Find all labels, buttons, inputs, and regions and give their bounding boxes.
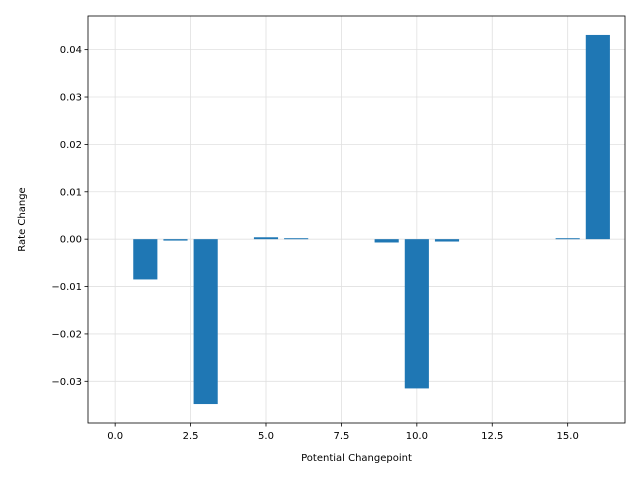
grid-lines xyxy=(88,16,625,423)
plot-area-frame xyxy=(87,15,626,424)
x-tick-label: 12.5 xyxy=(481,431,503,442)
y-tick-label: −0.01 xyxy=(51,282,82,293)
x-tick-label: 10.0 xyxy=(406,431,428,442)
y-tick-label: −0.03 xyxy=(51,377,82,388)
y-tick-label: 0.04 xyxy=(60,45,82,56)
y-tick-label: 0.03 xyxy=(60,93,82,104)
y-axis-label: Rate Change xyxy=(17,187,28,251)
bar xyxy=(193,239,218,405)
y-tick-label: 0.01 xyxy=(60,187,82,198)
bar xyxy=(585,34,610,240)
y-tick-label: 0.00 xyxy=(60,235,82,246)
bar xyxy=(374,239,399,243)
bar xyxy=(434,239,460,242)
x-tick-label: 7.5 xyxy=(333,431,349,442)
x-tick-label: 0.0 xyxy=(107,431,123,442)
bar xyxy=(133,239,158,280)
bar xyxy=(253,237,279,240)
bars xyxy=(133,34,610,405)
x-tick-label: 15.0 xyxy=(557,431,579,442)
y-tick-label: −0.02 xyxy=(51,329,82,340)
x-axis-ticks: 0.0 2.5 5.0 7.5 10.0 12.5 15.0 xyxy=(107,423,579,442)
bar xyxy=(555,238,580,240)
x-tick-label: 2.5 xyxy=(183,431,199,442)
y-tick-label: 0.02 xyxy=(60,140,82,151)
bar xyxy=(163,239,188,241)
bar xyxy=(404,239,429,389)
x-axis-label: Potential Changepoint xyxy=(301,453,412,464)
y-axis-ticks: −0.03 −0.02 −0.01 0.00 0.01 0.02 0.03 0.04 xyxy=(51,45,88,388)
bar xyxy=(284,238,309,240)
x-tick-label: 5.0 xyxy=(258,431,274,442)
